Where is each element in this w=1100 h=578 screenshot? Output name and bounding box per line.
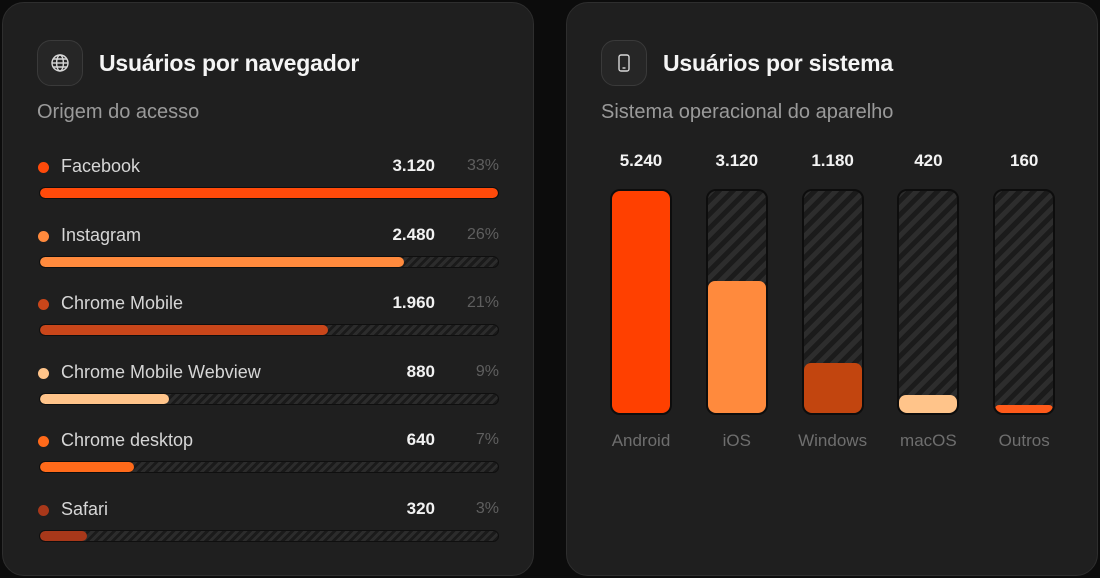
browser-percent-label: 7% [475, 431, 499, 449]
browser-bar-row: Safari 320 3% [37, 497, 499, 547]
system-bar [707, 280, 766, 413]
system-bar [899, 395, 958, 413]
browser-percent-label: 21% [466, 294, 499, 312]
browser-card-title: Usuários por navegador [99, 49, 360, 76]
browser-value-label: 640 [406, 430, 435, 450]
browser-label: Safari [61, 499, 109, 519]
system-category-label: Windows [798, 431, 868, 450]
browser-bar-row: Facebook 3.120 33% [37, 154, 499, 204]
browser-bar-row: Chrome desktop 640 7% [37, 428, 499, 478]
series-dot [38, 505, 49, 516]
browser-users-card: Usuários por navegador Origem do acesso … [2, 2, 534, 576]
browser-bar-track [39, 530, 499, 542]
browser-bar [40, 188, 498, 198]
browser-bar-track [39, 461, 499, 474]
system-bar [612, 191, 670, 413]
browser-card-header: Usuários por navegador [37, 39, 359, 87]
browser-value-label: 1.960 [392, 293, 435, 313]
browser-value-label: 880 [406, 361, 435, 381]
browser-bar-track [39, 324, 499, 337]
series-dot [38, 162, 49, 173]
system-bar-track [705, 189, 768, 415]
system-value-label: 1.180 [811, 151, 854, 170]
browser-bar-track [39, 392, 499, 405]
browser-value-label: 3.120 [392, 156, 435, 175]
system-bar-track [897, 189, 960, 415]
system-bar-track [993, 189, 1056, 415]
system-category-label: Android [611, 431, 671, 450]
system-users-card: Usuários por sistema Sistema operacional… [566, 2, 1098, 576]
system-card-header: Usuários por sistema [601, 39, 893, 87]
series-dot [38, 367, 49, 379]
browser-bar-track [39, 255, 499, 268]
browser-label: Instagram [61, 224, 142, 245]
browser-percent-label: 3% [475, 500, 499, 517]
browser-bar [40, 462, 134, 473]
browser-value-label: 2.480 [392, 224, 435, 244]
series-dot [38, 299, 49, 311]
system-bar [995, 405, 1054, 413]
browser-percent-label: 33% [466, 157, 499, 174]
globe-icon [37, 40, 83, 86]
browser-label: Chrome Mobile Webview [61, 361, 261, 382]
browser-label: Chrome desktop [61, 430, 194, 451]
series-dot [38, 436, 49, 448]
browser-bar [40, 531, 87, 541]
browser-bar [40, 325, 328, 336]
smartphone-icon [601, 40, 647, 86]
system-value-label: 420 [914, 151, 943, 170]
browser-percent-label: 9% [475, 362, 499, 380]
system-category-label: macOS [900, 431, 957, 450]
browser-label: Facebook [61, 156, 141, 176]
browser-bar [40, 256, 405, 267]
system-value-label: 5.240 [619, 151, 663, 170]
system-card-title: Usuários por sistema [663, 49, 893, 76]
browser-label: Chrome Mobile [61, 293, 184, 314]
browser-value-label: 320 [406, 499, 435, 518]
browser-bar-row: Chrome Mobile 1.960 21% [37, 291, 499, 341]
system-category-label: iOS [722, 431, 751, 450]
browser-bar-track [39, 187, 499, 199]
browser-bar-row: Instagram 2.480 26% [37, 223, 499, 273]
browser-bar-row: Chrome Mobile Webview 880 9% [37, 360, 499, 410]
system-category-label: Outros [998, 431, 1050, 450]
system-value-label: 160 [1010, 151, 1039, 170]
browser-bar [40, 393, 170, 404]
system-bar [803, 363, 862, 413]
browser-card-subtitle: Origem do acesso [37, 101, 200, 123]
system-value-label: 3.120 [715, 151, 759, 170]
system-bar-track [610, 189, 672, 415]
browser-percent-label: 26% [466, 225, 499, 243]
series-dot [38, 230, 49, 242]
system-bar-track [801, 189, 864, 415]
system-card-subtitle: Sistema operacional do aparelho [601, 101, 894, 123]
